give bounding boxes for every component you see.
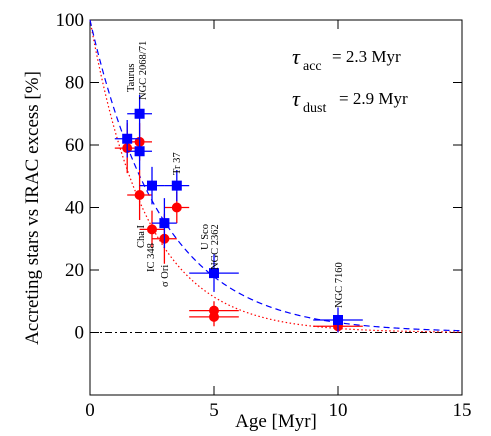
point bbox=[159, 218, 170, 229]
point bbox=[134, 146, 145, 157]
y-tick-label: 100 bbox=[56, 10, 85, 31]
point bbox=[209, 268, 219, 279]
point bbox=[171, 180, 182, 191]
point bbox=[171, 202, 182, 213]
cluster-label: NGC 2068/71 bbox=[138, 41, 149, 100]
x-tick-label: 5 bbox=[209, 400, 219, 421]
y-axis-label: Accreting stars vs IRAC excess [%] bbox=[22, 71, 43, 345]
fit-subscript: acc bbox=[303, 59, 322, 74]
x-tick-label: 15 bbox=[453, 400, 472, 421]
cluster-label: Cha I bbox=[136, 224, 147, 248]
point bbox=[147, 180, 157, 191]
cluster-label: NGC 2362 bbox=[210, 224, 221, 270]
cluster-label: NGC 7160 bbox=[334, 262, 345, 308]
x-axis-label: Age [Myr] bbox=[235, 411, 317, 432]
y-tick-label: 0 bbox=[75, 323, 85, 344]
point bbox=[209, 311, 219, 322]
y-tick-label: 40 bbox=[65, 198, 84, 219]
fit-subscript: dust bbox=[303, 101, 326, 116]
cluster-label: Tr 37 bbox=[172, 152, 183, 175]
point bbox=[333, 315, 343, 325]
point bbox=[134, 108, 145, 119]
point bbox=[122, 133, 133, 144]
fit-symbol: τ bbox=[292, 44, 301, 69]
fit-text: = 2.3 Myr bbox=[332, 47, 401, 66]
y-tick-label: 80 bbox=[65, 73, 84, 94]
cluster-label: σ Ori bbox=[160, 265, 171, 287]
y-tick-label: 60 bbox=[65, 135, 84, 156]
y-tick-label: 20 bbox=[65, 260, 84, 281]
x-tick-label: 0 bbox=[85, 400, 95, 421]
cluster-label: Taurus bbox=[126, 64, 137, 92]
fit-symbol: τ bbox=[292, 86, 301, 111]
cluster-label: IC 348 bbox=[146, 243, 157, 272]
point bbox=[134, 190, 145, 200]
cluster-label: U Sco bbox=[200, 224, 211, 250]
point bbox=[147, 224, 157, 235]
fit-text: = 2.9 Myr bbox=[339, 89, 408, 108]
x-tick-label: 10 bbox=[329, 400, 348, 421]
